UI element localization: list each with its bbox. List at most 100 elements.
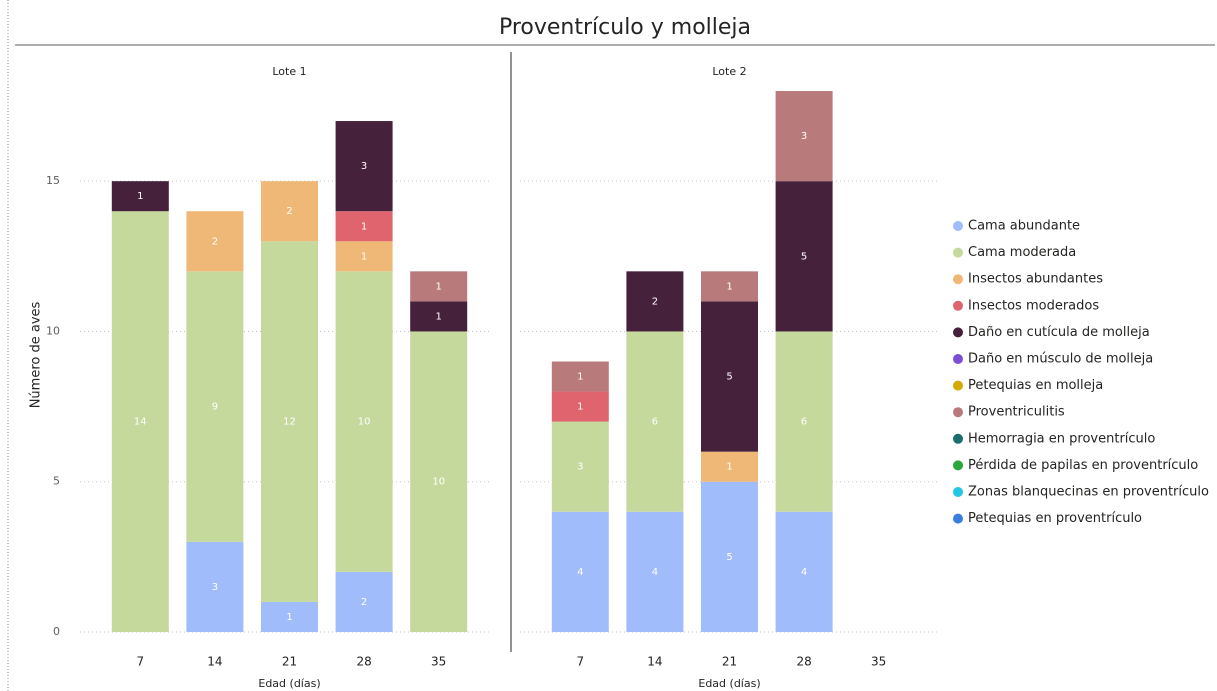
x-tick-label: 28 <box>796 655 811 669</box>
data-label: 3 <box>212 582 218 593</box>
x-axis-title: Edad (días) <box>698 677 760 690</box>
bar-segment <box>335 571 393 632</box>
bar-segment <box>410 271 468 302</box>
x-tick-label: 7 <box>136 655 144 669</box>
data-label: 14 <box>134 417 147 428</box>
panel-title: Lote 2 <box>712 65 746 78</box>
bar-segment <box>261 601 318 632</box>
y-tick-label: 15 <box>46 174 60 187</box>
legend-label: Cama abundante <box>968 219 1080 234</box>
data-label: 5 <box>726 552 732 563</box>
bar-segment <box>551 361 609 392</box>
legend-marker <box>953 460 963 471</box>
x-tick-label: 7 <box>576 655 584 669</box>
data-label: 2 <box>652 296 658 307</box>
x-tick-label: 14 <box>647 655 662 669</box>
bar-segment <box>261 181 318 242</box>
legend-marker <box>953 327 963 338</box>
bar-segment <box>626 271 684 332</box>
x-tick-label: 21 <box>722 655 737 669</box>
bar-segment <box>186 271 244 542</box>
chart-title: Proventrículo y molleja <box>499 15 751 40</box>
data-label: 1 <box>726 281 732 292</box>
legend-label: Cama moderada <box>968 245 1076 260</box>
legend-marker <box>953 407 963 418</box>
data-label: 2 <box>212 236 218 247</box>
bar-segment <box>551 391 609 422</box>
bar-segment <box>335 211 393 242</box>
data-label: 1 <box>436 311 442 322</box>
x-axis-title: Edad (días) <box>258 677 320 690</box>
bar-segment <box>775 331 833 512</box>
data-label: 1 <box>361 251 367 262</box>
bar-segment <box>410 331 468 632</box>
bar-segment <box>335 271 393 572</box>
data-label: 1 <box>361 221 367 232</box>
data-label: 1 <box>577 402 583 413</box>
data-label: 1 <box>137 191 143 202</box>
data-label: 3 <box>577 462 583 473</box>
legend-label: Pérdida de papilas en proventrículo <box>968 458 1198 473</box>
x-tick-label: 21 <box>282 655 297 669</box>
bar-segment <box>551 511 609 632</box>
data-label: 10 <box>432 477 445 488</box>
data-label: 3 <box>801 131 807 142</box>
data-label: 5 <box>801 251 807 262</box>
bar-segment <box>410 301 468 332</box>
legend-marker <box>953 487 963 497</box>
bar-segment <box>111 211 169 632</box>
bar-segment <box>701 451 758 482</box>
bar-segment <box>701 301 758 452</box>
data-label: 4 <box>801 567 807 578</box>
legend-marker <box>953 274 963 285</box>
legend-label: Proventriculitis <box>968 405 1065 420</box>
data-label: 2 <box>361 597 367 608</box>
legend-label: Insectos abundantes <box>968 272 1103 287</box>
legend-label: Daño en cutícula de molleja <box>968 325 1150 340</box>
bar-segment <box>186 211 244 272</box>
legend-marker <box>953 354 963 364</box>
data-label: 4 <box>652 567 658 578</box>
x-tick-label: 28 <box>356 655 371 669</box>
legend-marker <box>953 221 963 231</box>
data-label: 1 <box>436 281 442 292</box>
x-tick-label: 14 <box>207 655 222 669</box>
legend-marker <box>953 380 963 391</box>
data-label: 6 <box>652 417 658 428</box>
data-label: 1 <box>577 372 583 383</box>
data-label: 6 <box>801 417 807 428</box>
legend-marker <box>953 300 963 311</box>
y-axis-title: Número de aves <box>29 301 44 408</box>
y-tick-label: 0 <box>53 625 60 638</box>
legend-label: Insectos moderados <box>968 298 1099 313</box>
legend-label: Petequias en proventrículo <box>968 511 1142 526</box>
legend-marker <box>953 433 963 444</box>
panel-title: Lote 1 <box>272 65 306 78</box>
bar-segment <box>701 271 758 302</box>
legend-marker <box>953 247 963 258</box>
legend-label: Hemorragia en proventrículo <box>968 431 1155 446</box>
bar-segment <box>626 331 684 512</box>
x-tick-label: 35 <box>431 655 446 669</box>
bar-segment <box>335 241 393 272</box>
bar-segment <box>775 511 833 632</box>
data-label: 3 <box>361 161 367 172</box>
bar-segment <box>701 481 758 632</box>
bar-segment <box>111 181 169 212</box>
x-tick-label: 35 <box>871 655 886 669</box>
data-label: 4 <box>577 567 583 578</box>
bar-segment <box>335 121 393 212</box>
bar-segment <box>775 91 833 182</box>
bar-segment <box>626 511 684 632</box>
data-label: 2 <box>286 206 292 217</box>
legend-marker <box>953 513 963 524</box>
y-tick-label: 5 <box>53 475 60 488</box>
y-tick-label: 10 <box>46 324 60 337</box>
bar-segment <box>775 181 833 332</box>
data-label: 12 <box>283 417 296 428</box>
data-label: 10 <box>358 417 371 428</box>
bar-segment <box>261 241 318 602</box>
data-label: 1 <box>726 462 732 473</box>
legend-label: Zonas blanquecinas en proventrículo <box>968 485 1209 500</box>
